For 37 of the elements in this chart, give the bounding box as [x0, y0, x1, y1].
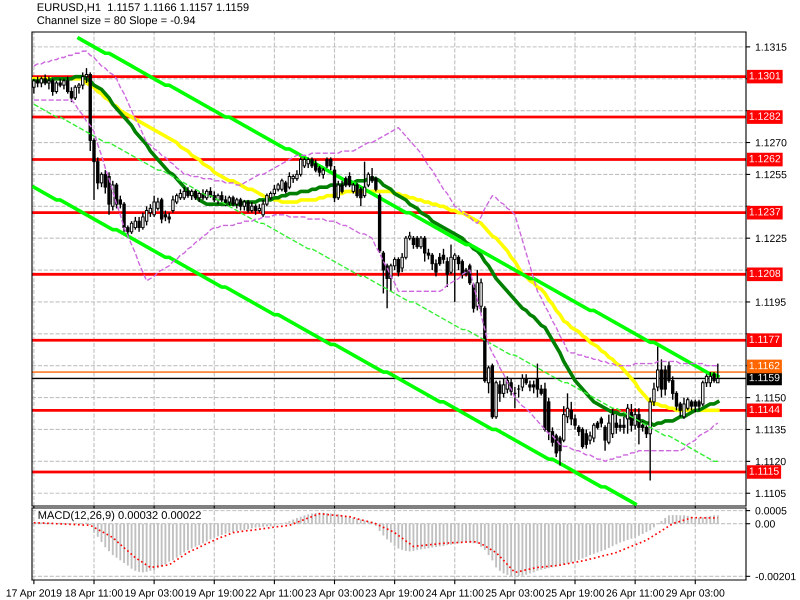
chart-subtitle: Channel size = 80 Slope = -0.94: [37, 16, 196, 26]
x-tick-label: 17 Apr 2019: [6, 589, 62, 599]
y-tick-label: 0.0005: [755, 507, 786, 514]
x-tick-label: 29 Apr 03:00: [666, 589, 724, 599]
ref-line-label: 1.1144: [750, 406, 780, 414]
x-tick-label: 19 Apr 19:00: [186, 589, 244, 599]
annotation: MACD(12,26,9) 0.00032 0.00022: [38, 510, 201, 522]
ref-line-label: 1.1208: [750, 270, 780, 278]
ref-line-label: 1.1282: [750, 112, 780, 120]
y-tick-label: -0.00201: [755, 572, 796, 580]
ref-line-label: 1.1177: [750, 336, 780, 343]
x-tick-label: 25 Apr 03:00: [486, 589, 544, 599]
y-tick-label: 0.00: [755, 520, 775, 528]
y-tick-label: 1.1150: [756, 394, 786, 402]
x-tick-label: 22 Apr 11:00: [246, 589, 304, 599]
x-tick-label: 19 Apr 03:00: [125, 589, 184, 599]
ref-line-label: 1.1159: [750, 374, 780, 382]
x-tick-label: 26 Apr 11:00: [606, 589, 664, 599]
x-tick-label: 23 Apr 03:00: [306, 589, 364, 599]
chart-title: EURUSD,H1 1.1157 1.1166 1.1157 1.1159: [38, 3, 249, 12]
y-tick-label: 1.1225: [756, 234, 786, 242]
ref-line-label: 1.1115: [750, 468, 779, 475]
x-tick-label: 18 Apr 11:00: [66, 589, 123, 599]
ref-line-label: 1.1237: [750, 208, 780, 216]
y-tick-label: 1.1195: [756, 298, 786, 306]
y-tick-label: 1.1315: [756, 43, 786, 51]
x-tick-label: 24 Apr 11:00: [426, 589, 484, 599]
y-tick-label: 1.1270: [756, 139, 786, 146]
x-tick-label: 23 Apr 19:00: [366, 589, 424, 599]
y-tick-label: 1.1135: [756, 426, 786, 434]
x-tick-label: 25 Apr 19:00: [546, 589, 604, 599]
y-tick-label: 1.1255: [756, 170, 786, 178]
y-tick-label: 1.1105: [756, 490, 786, 498]
ref-line-label: 1.1162: [750, 362, 780, 370]
y-tick-label: 1.1120: [756, 458, 786, 466]
ref-line-label: 1.1262: [750, 154, 780, 162]
ref-line-label: 1.1301: [750, 72, 780, 80]
